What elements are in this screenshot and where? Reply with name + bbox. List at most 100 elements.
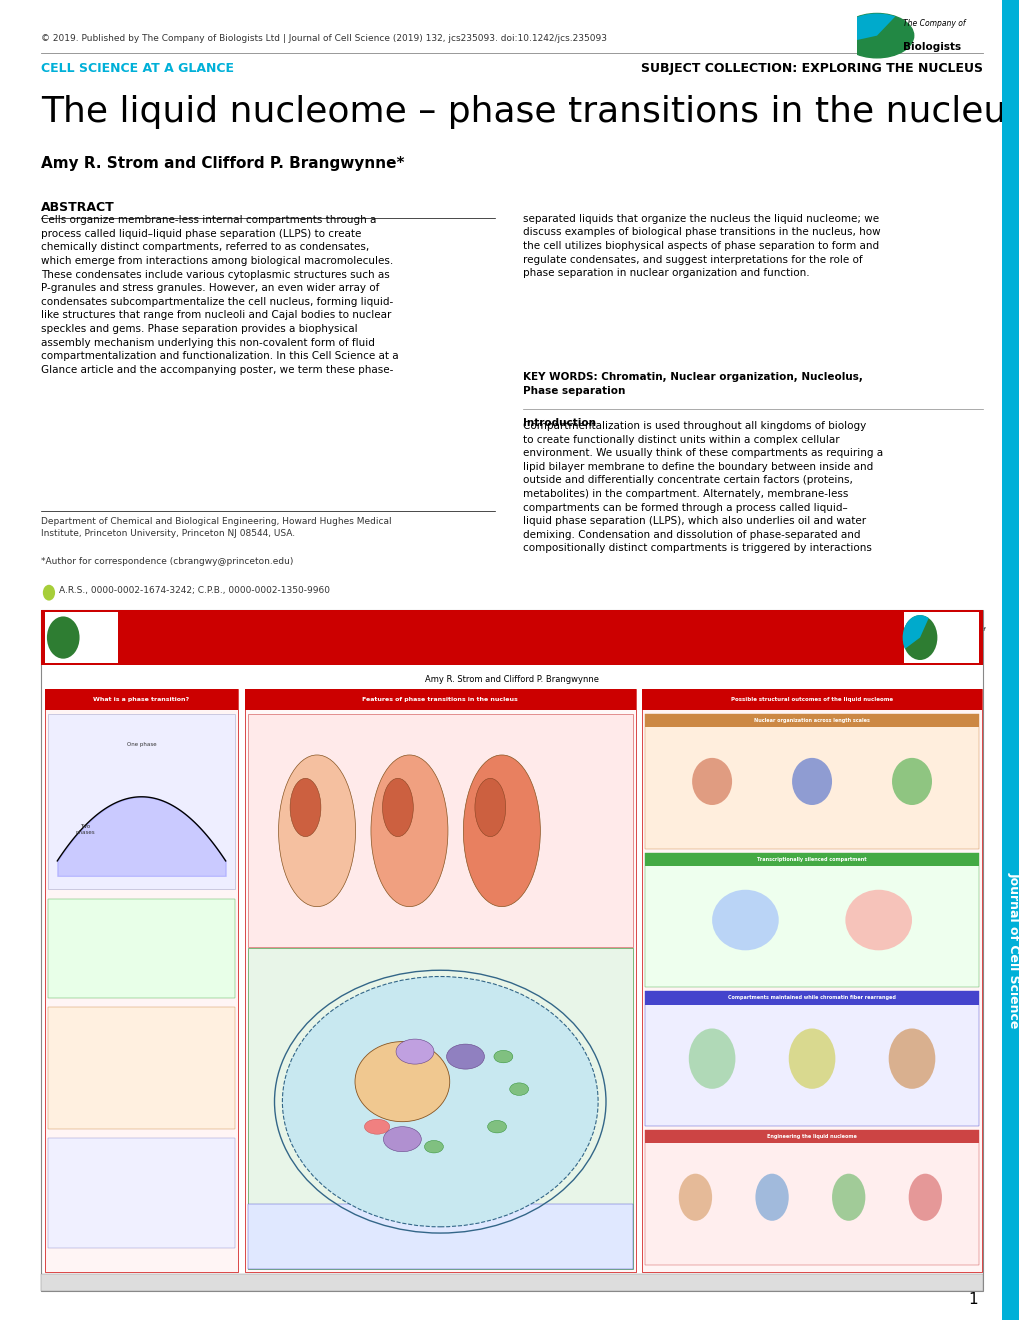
Text: The Company of: The Company of [902,18,964,28]
Text: Transcriptionally silenced compartment: Transcriptionally silenced compartment [756,857,866,862]
Ellipse shape [282,977,597,1226]
Text: Reversible, repeatable: Reversible, repeatable [50,1139,113,1144]
Ellipse shape [892,758,931,805]
Text: ABSTRACT: ABSTRACT [41,201,114,214]
Bar [645,853,977,987]
Text: © 2019. Published by The Company of Biologists Ltd  doi: 10.1242/jcs.235093: © 2019. Published by The Company of Biol… [817,1279,977,1284]
Bar [645,991,977,1005]
Bar [645,853,977,866]
Text: separated liquids that organize the nucleus the liquid nucleome; we
discuss exam: separated liquids that organize the nucl… [523,214,880,279]
Bar [642,689,980,710]
Circle shape [840,13,913,58]
Ellipse shape [792,758,832,805]
Bar [645,1130,977,1265]
Ellipse shape [475,779,505,837]
Circle shape [43,585,55,601]
Ellipse shape [371,755,447,907]
Text: © 2019. Published by The Company of Biologists Ltd | Journal of Cell Science (20: © 2019. Published by The Company of Biol… [41,34,606,44]
Text: What is a phase transition?: What is a phase transition? [94,697,190,702]
Text: Heterochromatin: Heterochromatin [250,1205,297,1210]
Ellipse shape [832,1173,864,1221]
Circle shape [902,615,936,660]
Text: Compartmentalization is used throughout all kingdoms of biology
to create functi: Compartmentalization is used throughout … [523,421,882,553]
Ellipse shape [845,890,911,950]
Ellipse shape [364,1119,389,1134]
Ellipse shape [755,1173,788,1221]
Bar [41,610,982,665]
Ellipse shape [382,779,413,837]
Ellipse shape [395,1039,433,1064]
Ellipse shape [711,890,777,950]
Bar [245,689,635,1272]
Text: Compartments maintained while chromatin fiber rearranged: Compartments maintained while chromatin … [728,995,895,1001]
Text: Biologists: Biologists [902,42,960,51]
Bar [41,1274,982,1291]
Text: *Author for correspondence (cbrangwy@princeton.edu): *Author for correspondence (cbrangwy@pri… [41,557,292,566]
Ellipse shape [289,779,321,837]
Bar [645,991,977,1126]
Text: A.R.S., 0000-0002-1674-3242; C.P.B., 0000-0002-1350-9960: A.R.S., 0000-0002-1674-3242; C.P.B., 000… [59,586,330,595]
Text: Introduction: Introduction [523,418,596,429]
Text: Amy R. Strom and Clifford P. Brangwynne: Amy R. Strom and Clifford P. Brangwynne [425,675,598,684]
Bar [248,714,632,948]
Text: Amy R. Strom and Clifford P. Brangwynne*: Amy R. Strom and Clifford P. Brangwynne* [41,156,404,170]
Circle shape [788,1028,835,1089]
Text: One phase: One phase [126,742,156,747]
Ellipse shape [678,1173,711,1221]
Bar [642,689,980,1272]
Circle shape [888,1028,934,1089]
Bar [1001,0,1019,1320]
Ellipse shape [355,1041,449,1122]
Text: Features of phase transitions in the nucleus: Features of phase transitions in the nuc… [362,697,518,702]
Circle shape [47,616,79,659]
Text: Department of Chemical and Biological Engineering, Howard Hughes Medical
Institu: Department of Chemical and Biological En… [41,517,391,539]
Bar [645,1130,977,1143]
Text: Two
phases: Two phases [75,824,95,834]
Bar [48,899,234,998]
Bar [48,714,234,890]
Text: Possible structural outcomes of the liquid nucleome: Possible structural outcomes of the liqu… [731,697,893,702]
Ellipse shape [383,1127,421,1152]
Bar [903,612,978,663]
Text: Phase diagram: Phase diagram [50,717,92,722]
Text: The liquid nucleome – phase transitions in the nucleus at a glance: The liquid nucleome – phase transitions … [41,95,1019,129]
Ellipse shape [463,755,540,907]
Bar [248,1204,632,1269]
Bar [45,612,118,663]
Text: The Company of: The Company of [940,627,984,632]
Ellipse shape [446,1044,484,1069]
Text: Nucleoli: Nucleoli [250,717,272,722]
Text: Cell Science: Cell Science [82,643,133,652]
Text: Nucleation and growth: Nucleation and growth [50,900,113,906]
Text: The Liquid Nucleome – Phase Transitions in the Nucleus at a Glance: The Liquid Nucleome – Phase Transitions … [275,631,748,644]
Ellipse shape [908,1173,942,1221]
Text: Material states: Material states [50,1008,92,1012]
Bar [645,714,977,727]
Ellipse shape [487,1121,506,1133]
Circle shape [688,1028,735,1089]
Bar [48,1138,234,1249]
Wedge shape [902,615,927,648]
Text: Nuclear organization across length scales: Nuclear organization across length scale… [753,718,869,723]
Ellipse shape [510,1082,528,1096]
Text: 1: 1 [968,1292,977,1307]
Text: Journal of Cell Science: Journal of Cell Science [1007,873,1019,1028]
Text: Journal of: Journal of [82,628,111,634]
Text: SUBJECT COLLECTION: EXPLORING THE NUCLEUS: SUBJECT COLLECTION: EXPLORING THE NUCLEU… [641,62,982,75]
Ellipse shape [278,755,356,907]
Bar [245,689,635,710]
Text: CELL SCIENCE AT A GLANCE: CELL SCIENCE AT A GLANCE [41,62,233,75]
Text: Abbreviations: LLPS, liquid-liquid phase separation; IDR, intrinsically disorder: Abbreviations: LLPS, liquid-liquid phase… [46,1279,329,1284]
Wedge shape [840,13,895,44]
Bar [41,610,982,1291]
Text: Cells organize membrane-less internal compartments through a
process called liqu: Cells organize membrane-less internal co… [41,215,398,375]
Text: KEY WORDS: Chromatin, Nuclear organization, Nucleolus,
Phase separation: KEY WORDS: Chromatin, Nuclear organizati… [523,372,862,396]
Bar [45,689,237,1272]
Text: Engineering the liquid nucleome: Engineering the liquid nucleome [766,1134,856,1139]
Bar [45,689,237,710]
Ellipse shape [424,1140,443,1152]
Ellipse shape [493,1051,513,1063]
Bar [645,714,977,849]
Ellipse shape [692,758,732,805]
Bar [48,1007,234,1129]
